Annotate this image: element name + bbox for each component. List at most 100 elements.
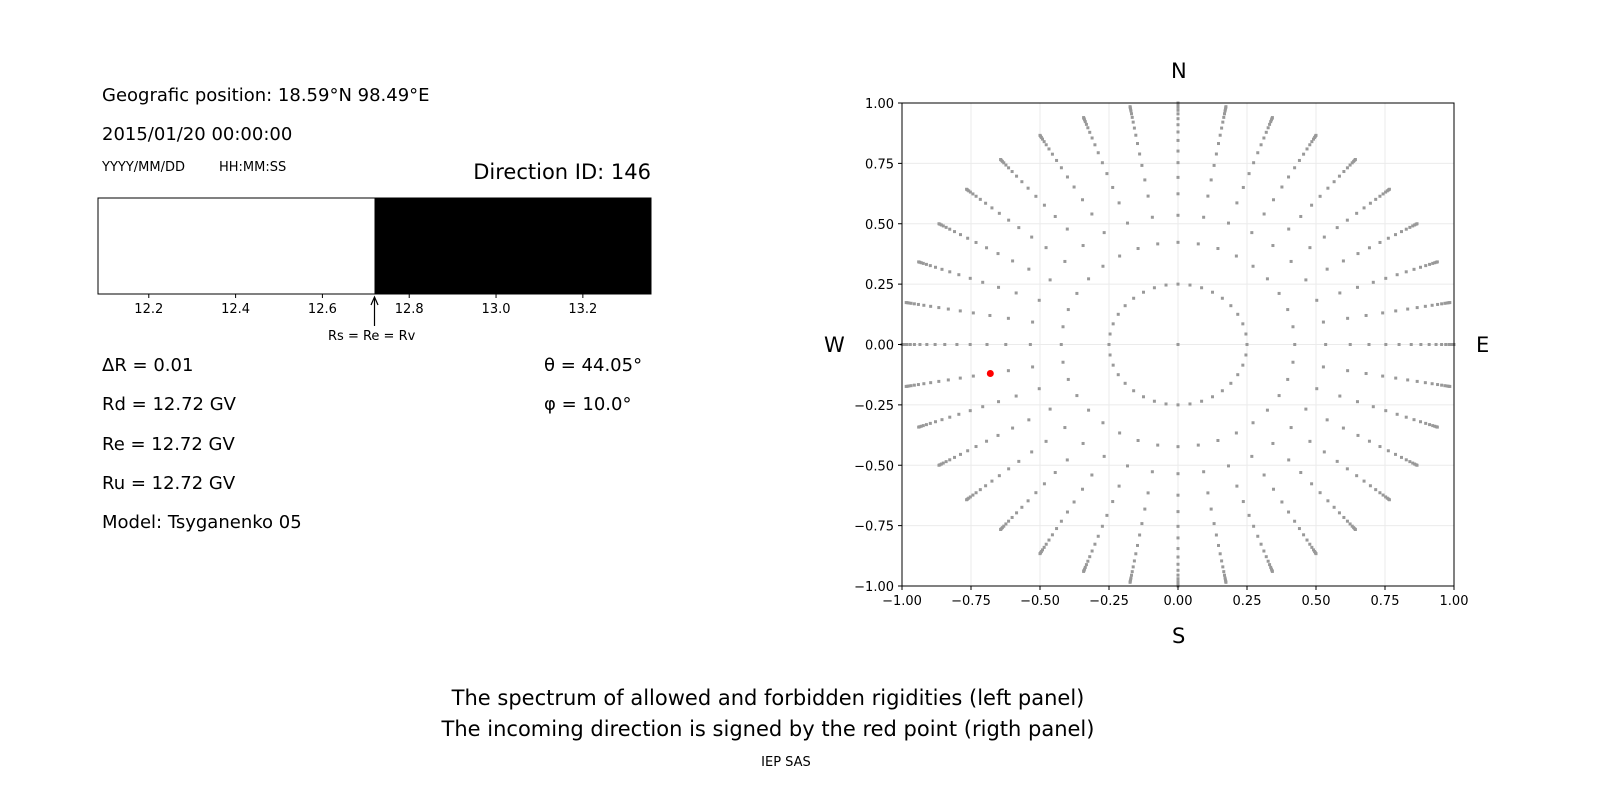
direction-point xyxy=(1305,147,1309,151)
direction-point xyxy=(1196,242,1200,246)
rigidity-tick-label: 12.6 xyxy=(308,302,337,317)
direction-point xyxy=(1132,126,1136,130)
direction-point xyxy=(937,463,941,467)
direction-point xyxy=(1087,408,1091,412)
direction-point xyxy=(1093,542,1097,546)
direction-point xyxy=(940,267,944,271)
direction-point xyxy=(1394,233,1398,237)
direction-point xyxy=(1362,206,1366,210)
direction-point xyxy=(1364,313,1368,317)
direction-point xyxy=(997,211,1001,215)
direction-point xyxy=(917,425,921,429)
direction-point xyxy=(1138,533,1142,537)
direction-point xyxy=(1308,246,1312,250)
direction-point xyxy=(1310,482,1314,486)
direction-point xyxy=(1346,316,1350,320)
direction-point xyxy=(1090,136,1094,140)
direction-point xyxy=(941,224,945,228)
direction-point xyxy=(1430,303,1434,307)
direction-point xyxy=(1449,343,1453,346)
direction-point xyxy=(1093,143,1097,147)
direction-point xyxy=(1241,500,1245,504)
direction-point xyxy=(1143,178,1147,182)
direction-point xyxy=(912,383,916,387)
direction-point xyxy=(1355,400,1359,404)
direction-point xyxy=(1176,547,1180,551)
direction-point xyxy=(912,343,916,346)
direction-point xyxy=(1100,524,1104,528)
direction-point xyxy=(1325,418,1329,422)
direction-point xyxy=(1176,536,1180,540)
direction-point xyxy=(1088,555,1092,559)
direction-point xyxy=(1386,236,1390,240)
ru-value: Ru = 12.72 GV xyxy=(102,473,236,494)
direction-point xyxy=(1111,500,1115,504)
direction-point xyxy=(1341,259,1345,263)
direction-point xyxy=(1423,381,1427,385)
direction-point xyxy=(937,222,941,226)
direction-point xyxy=(1040,548,1044,552)
direction-point xyxy=(1015,174,1019,178)
direction-point xyxy=(1302,152,1306,156)
direction-point xyxy=(1130,115,1134,119)
y-tick-label: −1.00 xyxy=(854,580,894,595)
direction-point xyxy=(1430,382,1434,386)
direction-point xyxy=(1236,373,1240,377)
direction-point xyxy=(1007,467,1011,471)
direction-point xyxy=(1384,409,1388,413)
direction-point xyxy=(1206,194,1210,198)
direction-point xyxy=(1262,212,1266,216)
direction-point xyxy=(1310,545,1314,549)
direction-point xyxy=(1038,552,1042,556)
direction-point xyxy=(1081,487,1085,491)
direction-point xyxy=(1152,399,1156,403)
direction-point xyxy=(978,197,982,201)
y-tick-label: −0.25 xyxy=(854,399,894,414)
direction-point xyxy=(1443,384,1447,388)
direction-point xyxy=(1265,408,1269,412)
direction-point xyxy=(1221,120,1225,124)
direction-point xyxy=(1136,438,1140,442)
direction-point xyxy=(1044,143,1048,147)
direction-point xyxy=(904,301,908,305)
direction-point xyxy=(1337,174,1341,178)
direction-point xyxy=(1338,394,1342,398)
x-tick-label: −1.00 xyxy=(882,594,922,609)
direction-point xyxy=(1140,163,1144,167)
direction-point xyxy=(929,381,933,385)
direction-point xyxy=(1034,194,1038,198)
direction-point xyxy=(928,264,932,268)
direction-point xyxy=(1037,387,1041,391)
direction-point xyxy=(1348,522,1352,526)
direction-point xyxy=(1266,559,1270,563)
direction-point xyxy=(1412,418,1416,422)
direction-point xyxy=(1236,312,1240,316)
direction-point xyxy=(971,374,975,378)
direction-point xyxy=(1423,304,1427,308)
direction-point xyxy=(912,302,916,306)
direction-point xyxy=(922,303,926,307)
direction-point xyxy=(1084,122,1088,126)
direction-point xyxy=(974,194,978,198)
direction-point xyxy=(1268,122,1272,126)
direction-point xyxy=(1312,137,1316,141)
direction-point xyxy=(1436,383,1440,387)
rigidity-tick-label: 12.4 xyxy=(221,302,250,317)
direction-point xyxy=(1394,309,1398,313)
direction-point xyxy=(1310,140,1314,144)
direction-point xyxy=(918,343,922,346)
direction-point xyxy=(965,498,969,502)
direction-point xyxy=(1286,308,1290,312)
direction-point xyxy=(1156,443,1160,447)
direction-point xyxy=(1445,301,1449,305)
direction-point xyxy=(1142,395,1145,399)
direction-point xyxy=(1034,491,1038,495)
direction-point xyxy=(1381,192,1385,196)
direction-point xyxy=(1220,296,1224,300)
direction-point xyxy=(1409,343,1413,346)
direction-point xyxy=(1176,580,1180,584)
direction-point xyxy=(1342,170,1346,174)
direction-point xyxy=(1384,495,1388,499)
direction-point xyxy=(1299,214,1303,218)
direction-point xyxy=(1150,215,1154,219)
